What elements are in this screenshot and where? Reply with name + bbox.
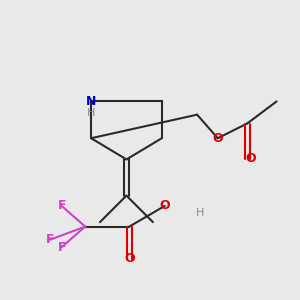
Text: F: F <box>57 200 66 212</box>
Text: O: O <box>124 252 135 266</box>
Text: F: F <box>57 241 66 254</box>
Text: O: O <box>159 200 170 212</box>
Text: H: H <box>196 208 204 218</box>
Text: H: H <box>87 108 95 118</box>
Text: O: O <box>245 152 256 165</box>
Text: O: O <box>212 132 223 145</box>
Text: N: N <box>86 95 96 108</box>
Text: F: F <box>46 233 54 246</box>
